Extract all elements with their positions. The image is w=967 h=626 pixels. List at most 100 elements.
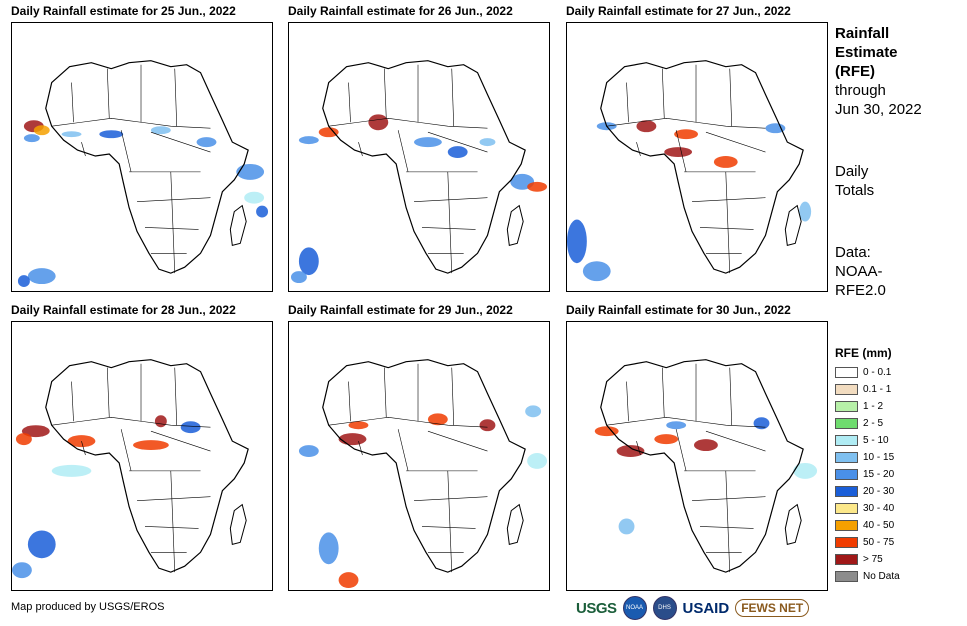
country-border (144, 526, 199, 529)
rainfall-cell (298, 247, 319, 276)
rainfall-cell (348, 421, 369, 430)
rainfall-cell (338, 572, 359, 589)
rainfall-map-jun28 (11, 321, 273, 591)
totals-block: Daily Totals (835, 162, 874, 200)
legend-item: > 75 (835, 553, 883, 566)
country-border (692, 197, 766, 202)
panel-title: Daily Rainfall estimate for 27 Jun., 202… (566, 4, 791, 18)
totals-line1: Daily (835, 163, 869, 180)
country-border (729, 68, 733, 127)
legend-item: 20 - 30 (835, 485, 894, 498)
legend-item: 30 - 40 (835, 502, 894, 515)
rainfall-panel-jun27: Daily Rainfall estimate for 27 Jun., 202… (566, 4, 828, 294)
fews-net-logo: FEWS NET (735, 599, 810, 617)
country-border (120, 130, 132, 172)
rainfall-cell (33, 125, 50, 136)
rainfall-cell (582, 261, 611, 282)
country-border (606, 117, 766, 129)
country-border (348, 82, 351, 123)
country-border (414, 197, 488, 202)
rainfall-cell (290, 271, 307, 284)
country-border (397, 130, 409, 172)
legend-item: 1 - 2 (835, 400, 883, 413)
country-border (675, 130, 687, 172)
rainfall-cell (27, 268, 56, 285)
legend-swatch (835, 537, 858, 548)
country-border (414, 496, 488, 501)
country-border (71, 82, 74, 123)
agency-logos: USGS NOAA DHS USAID FEWS NET (576, 594, 810, 622)
rainfall-cell (154, 415, 167, 428)
country-border (427, 131, 488, 153)
country-border (661, 367, 665, 418)
country-border (120, 429, 132, 471)
country-border (328, 117, 488, 129)
rainfall-cell (753, 417, 770, 430)
rainfall-panel-jun29: Daily Rainfall estimate for 29 Jun., 202… (288, 303, 550, 593)
country-border (358, 142, 363, 157)
country-border (150, 430, 211, 452)
rainfall-cell (318, 532, 339, 565)
legend-swatch (835, 571, 858, 582)
panel-title: Daily Rainfall estimate for 30 Jun., 202… (566, 303, 791, 317)
legend-label: No Data (863, 571, 900, 582)
panel-title: Daily Rainfall estimate for 25 Jun., 202… (11, 4, 236, 18)
legend-label: 1 - 2 (863, 401, 884, 412)
country-border (51, 416, 211, 428)
country-border (397, 429, 409, 471)
legend-item: 5 - 10 (835, 434, 889, 447)
legend-swatch (835, 503, 858, 514)
legend-label: 40 - 50 (863, 520, 895, 531)
rainfall-cell (427, 413, 448, 426)
madagascar-outline (229, 204, 247, 246)
rainfall-cell (244, 191, 265, 204)
rainfall-cell (51, 464, 92, 477)
legend-item: 0 - 0.1 (835, 366, 891, 379)
rainfall-cell (67, 435, 96, 448)
legend-item: 15 - 20 (835, 468, 894, 481)
rainfall-cell (525, 405, 542, 418)
rainfall-cell (527, 181, 548, 192)
rainfall-cell (99, 130, 124, 139)
rainfall-cell (17, 275, 30, 288)
data-source-block: Data: NOAA- RFE2.0 (835, 243, 886, 300)
rainfall-cell (654, 434, 679, 445)
panel-title: Daily Rainfall estimate for 26 Jun., 202… (288, 4, 513, 18)
country-border (144, 227, 199, 230)
africa-map (17, 60, 269, 288)
country-border (137, 496, 211, 501)
rainfall-cell (298, 445, 319, 457)
rfe-title-block: Rainfall Estimate (RFE) through Jun 30, … (835, 24, 922, 119)
continent-outline (45, 359, 249, 573)
country-border (636, 441, 641, 456)
legend-label: > 75 (863, 554, 883, 565)
rainfall-cell (196, 137, 217, 148)
rainfall-cell (338, 433, 367, 446)
rainfall-cell (664, 147, 693, 157)
rainfall-map-jun29 (288, 321, 550, 591)
rainfall-cell (180, 421, 201, 434)
rainfall-cell (479, 419, 496, 432)
legend-label: 0.1 - 1 (863, 384, 892, 395)
continent-outline (322, 60, 526, 274)
rainfall-panel-jun30: Daily Rainfall estimate for 30 Jun., 202… (566, 303, 828, 593)
rainfall-cell (793, 462, 818, 479)
country-border (427, 430, 488, 452)
continent-outline (600, 60, 804, 274)
rainfall-panel-jun26: Daily Rainfall estimate for 26 Jun., 202… (288, 4, 550, 294)
legend-swatch (835, 384, 858, 395)
rainfall-cell (256, 205, 269, 218)
country-border (170, 171, 176, 274)
legend-label: 5 - 10 (863, 435, 889, 446)
legend-swatch (835, 435, 858, 446)
panel-title: Daily Rainfall estimate for 29 Jun., 202… (288, 303, 513, 317)
rainfall-cell (447, 146, 468, 158)
country-border (383, 68, 387, 119)
country-border (661, 68, 665, 119)
country-border (383, 367, 387, 418)
rainfall-cell (15, 433, 32, 446)
legend-label: 50 - 75 (863, 537, 895, 548)
rainfall-cell (694, 439, 718, 452)
country-border (421, 526, 476, 529)
country-border (692, 496, 766, 501)
